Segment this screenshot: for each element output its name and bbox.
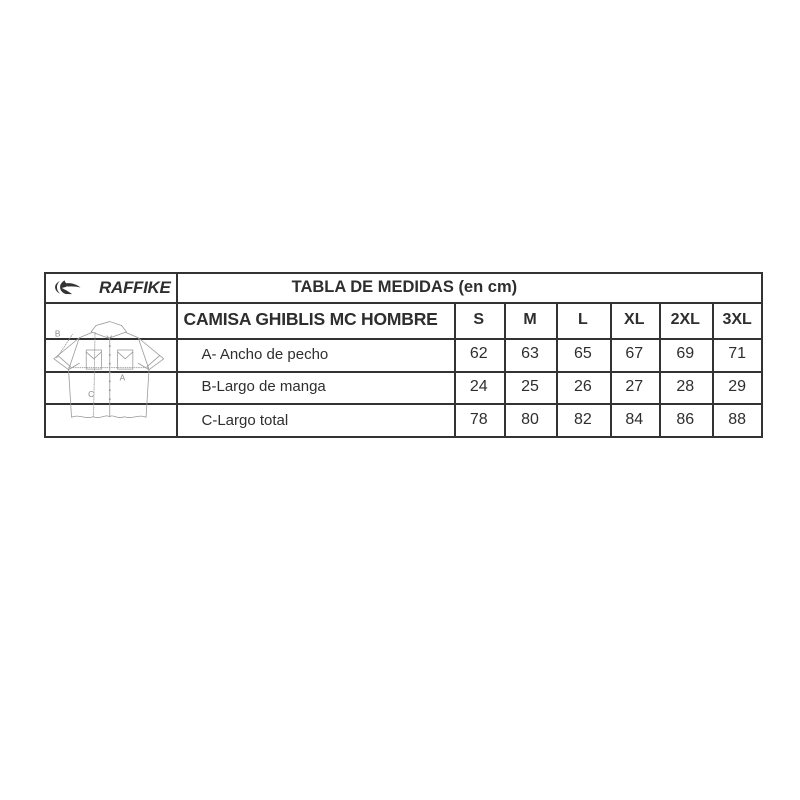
svg-text:B: B bbox=[55, 328, 61, 338]
svg-text:A: A bbox=[120, 372, 126, 382]
svg-text:C: C bbox=[88, 389, 94, 399]
